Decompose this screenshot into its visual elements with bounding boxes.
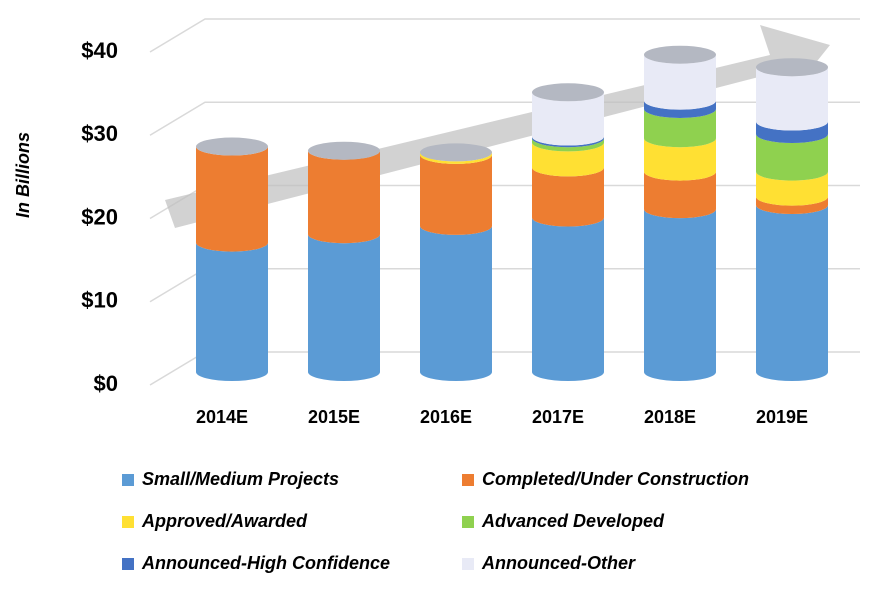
bar-segment bbox=[756, 121, 828, 144]
grid-line bbox=[149, 18, 860, 53]
y-axis-label: In Billions bbox=[13, 132, 33, 218]
bar-top bbox=[532, 83, 604, 102]
bar-segment bbox=[644, 209, 716, 381]
bar-top bbox=[308, 141, 380, 160]
x-tick-label: 2014E bbox=[196, 407, 248, 427]
bar-top bbox=[644, 45, 716, 64]
legend-swatch bbox=[122, 516, 134, 528]
x-tick-label: 2016E bbox=[420, 407, 472, 427]
x-tick-label: 2018E bbox=[644, 407, 696, 427]
bar-segment bbox=[644, 100, 716, 118]
bar-segment bbox=[196, 146, 268, 252]
x-tick-label: 2015E bbox=[308, 407, 360, 427]
bar-segment bbox=[308, 150, 380, 244]
bar-segment bbox=[644, 54, 716, 110]
legend-swatch bbox=[462, 474, 474, 486]
bar-top bbox=[420, 143, 492, 162]
legend-label: Completed/Under Construction bbox=[482, 469, 749, 489]
bar-segment bbox=[532, 138, 604, 152]
legend-swatch bbox=[122, 558, 134, 570]
bar-segment bbox=[644, 138, 716, 181]
bar-segment bbox=[420, 154, 492, 235]
bar-segment bbox=[756, 205, 828, 381]
legend-label: Small/Medium Projects bbox=[142, 469, 339, 489]
bar-top bbox=[756, 58, 828, 77]
legend-label: Approved/Awarded bbox=[141, 511, 308, 531]
bar-top bbox=[196, 137, 268, 156]
bar-segment bbox=[644, 108, 716, 148]
bar-segment bbox=[756, 134, 828, 181]
bar-segment bbox=[756, 171, 828, 206]
bar-segment bbox=[532, 92, 604, 146]
legend-label: Announced-Other bbox=[481, 553, 636, 573]
bar-segment bbox=[532, 167, 604, 227]
bar-segment bbox=[420, 225, 492, 381]
y-tick-label: $40 bbox=[81, 38, 118, 63]
legend-swatch bbox=[122, 474, 134, 486]
x-tick-label: 2017E bbox=[532, 407, 584, 427]
legend-swatch bbox=[462, 558, 474, 570]
bar-segment bbox=[196, 242, 268, 381]
bar-segment bbox=[756, 67, 828, 131]
y-tick-label: $30 bbox=[81, 121, 118, 146]
bar-segment bbox=[532, 136, 604, 148]
bar-segment bbox=[532, 217, 604, 381]
bar-segment bbox=[756, 196, 828, 214]
x-tick-label: 2019E bbox=[756, 407, 808, 427]
bar-segment bbox=[308, 234, 380, 381]
bar-segment bbox=[532, 142, 604, 177]
legend-label: Announced-High Confidence bbox=[141, 553, 390, 573]
legend-swatch bbox=[462, 516, 474, 528]
bar-segment bbox=[420, 152, 492, 164]
legend-label: Advanced Developed bbox=[481, 511, 665, 531]
y-tick-label: $20 bbox=[81, 204, 118, 229]
y-tick-label: $0 bbox=[94, 371, 118, 396]
y-tick-label: $10 bbox=[81, 288, 118, 313]
bar-segment bbox=[644, 171, 716, 219]
